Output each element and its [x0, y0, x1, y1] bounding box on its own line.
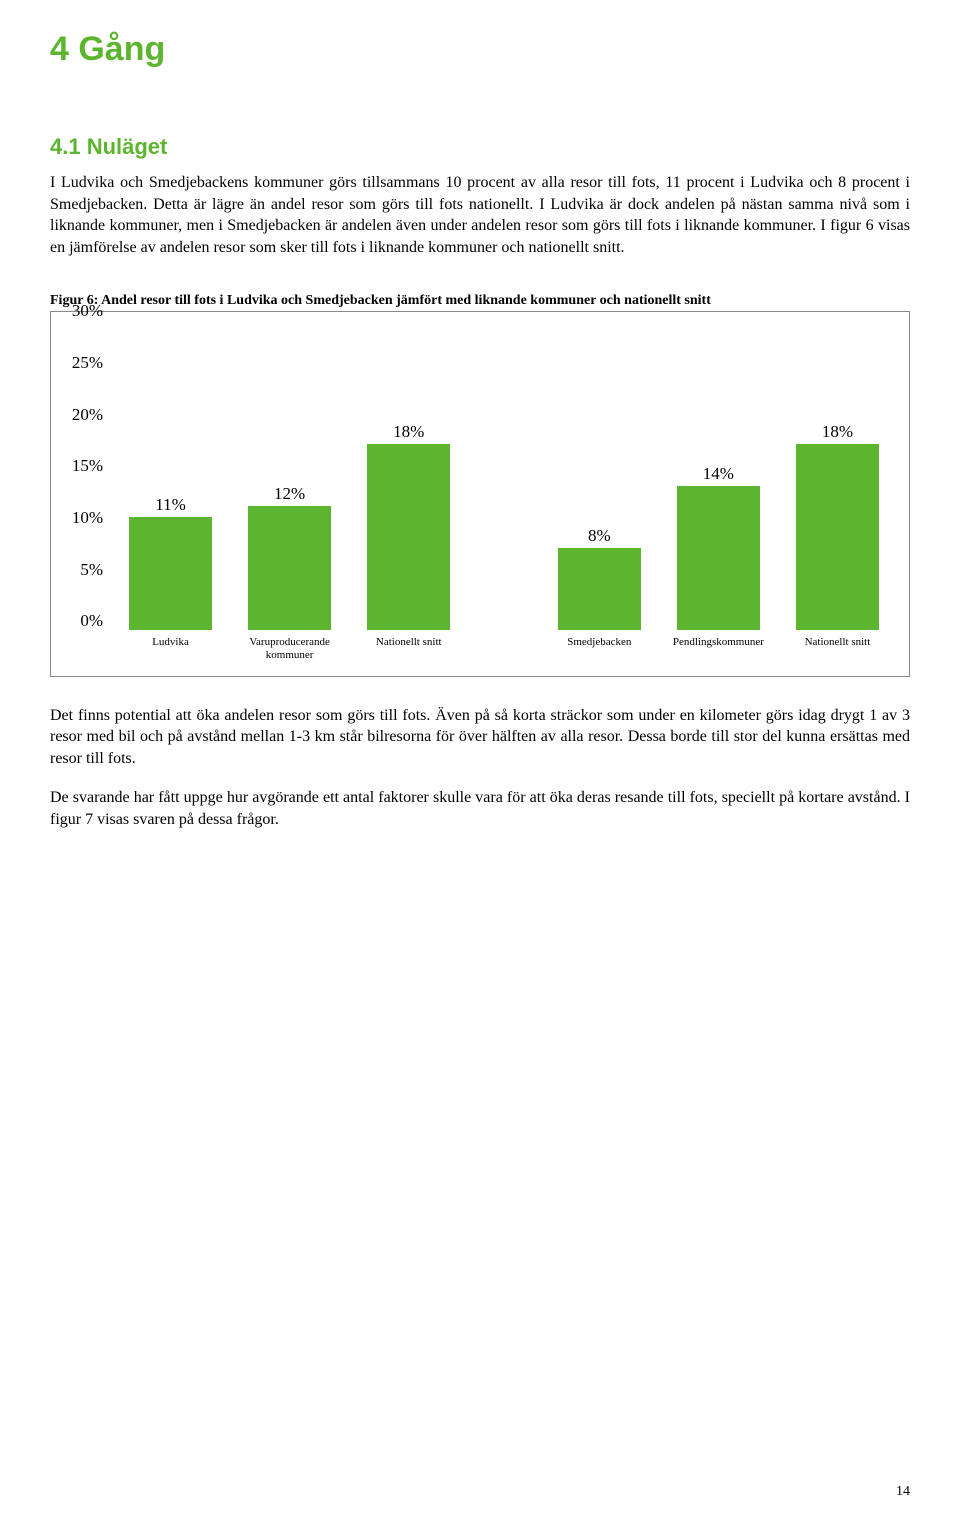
- figure-caption: Figur 6: Andel resor till fots i Ludvika…: [50, 293, 910, 309]
- x-axis-label: Nationellt snitt: [349, 636, 468, 661]
- bar-slot: 18%: [778, 320, 897, 630]
- bar-slot: 12%: [230, 320, 349, 630]
- x-axis-label: Smedjebacken: [540, 636, 659, 661]
- x-axis-label: Pendlingskommuner: [659, 636, 778, 661]
- intro-paragraph: I Ludvika och Smedjebackens kommuner gör…: [50, 172, 910, 258]
- bar: [129, 517, 212, 631]
- x-axis-label: Nationellt snitt: [778, 636, 897, 661]
- x-axis-label: Ludvika: [111, 636, 230, 661]
- subsection-heading: 4.1 Nuläget: [50, 134, 910, 160]
- bar-value-label: 11%: [155, 495, 186, 515]
- bar-value-label: 14%: [703, 464, 734, 484]
- bar: [677, 486, 760, 631]
- page-number: 14: [896, 1484, 910, 1500]
- bar-slot: 14%: [659, 320, 778, 630]
- bar: [796, 444, 879, 630]
- bar-value-label: 18%: [393, 422, 424, 442]
- bar: [248, 506, 331, 630]
- y-axis: 30% 25% 20% 15% 10% 5% 0%: [63, 320, 111, 630]
- bar-slot: 8%: [540, 320, 659, 630]
- body-paragraph-3: De svarande har fått uppge hur avgörande…: [50, 787, 910, 830]
- bar-value-label: 12%: [274, 484, 305, 504]
- bar-value-label: 8%: [588, 526, 611, 546]
- bar-slot: 11%: [111, 320, 230, 630]
- bar-value-label: 18%: [822, 422, 853, 442]
- bar-chart: 30% 25% 20% 15% 10% 5% 0% 11% 12% 18% 8% 14%…: [50, 311, 910, 676]
- body-paragraph-2: Det finns potential att öka andelen reso…: [50, 705, 910, 770]
- section-heading: 4 Gång: [50, 30, 910, 69]
- bar: [558, 548, 641, 631]
- bar-slot: 18%: [349, 320, 468, 630]
- x-axis-label: Varuproducerande kommuner: [230, 636, 349, 661]
- bar: [367, 444, 450, 630]
